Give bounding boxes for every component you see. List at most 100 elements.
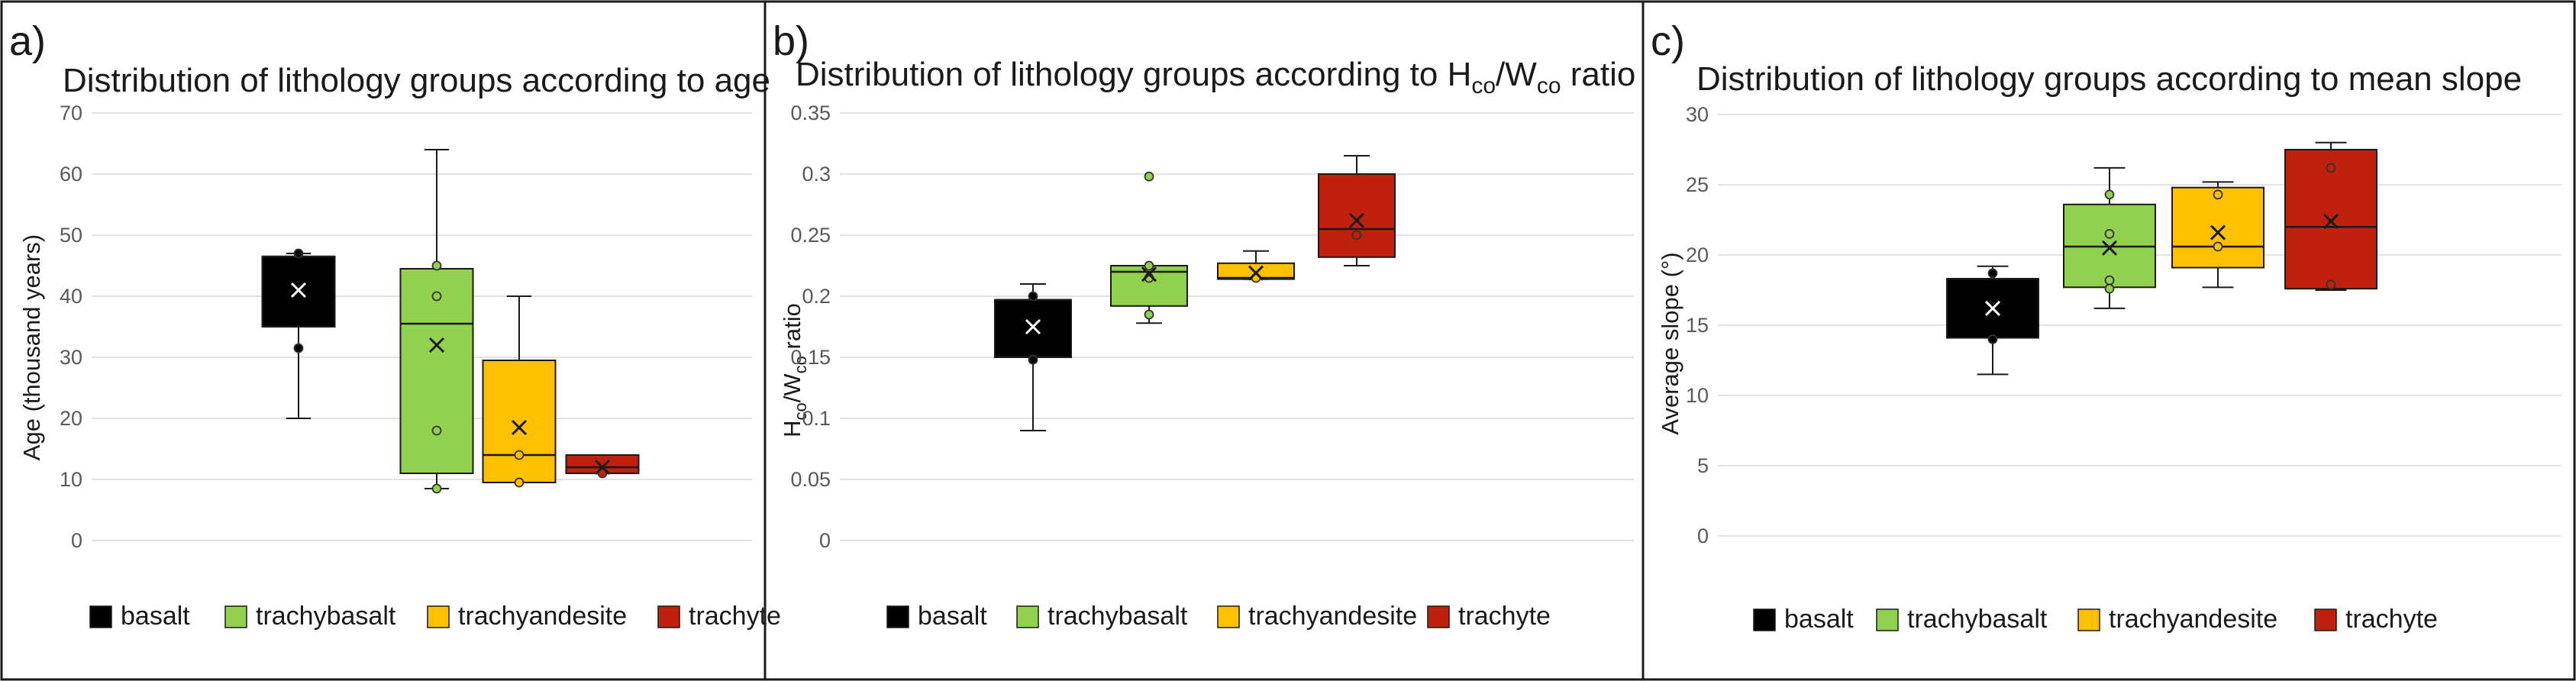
- legend-label-basalt: basalt: [1784, 605, 1854, 634]
- data-point: [2104, 283, 2115, 294]
- panel-a-border: [0, 0, 767, 681]
- legend-label-trachyandesite: trachyandesite: [458, 602, 627, 631]
- panel-c-title: Distribution of lithology groups accordi…: [1696, 60, 2522, 98]
- iqr-box: [1318, 173, 1396, 258]
- box-trachyte: [565, 454, 640, 479]
- panel-b-y-tick-label: 0.1: [802, 407, 831, 430]
- data-point: [1028, 354, 1038, 365]
- panel-b-y-tick-label: 0.05: [790, 468, 831, 491]
- panel-b-ylabel-sub-2: co: [791, 356, 810, 373]
- panel-b-border: [763, 0, 1645, 681]
- data-point: [2326, 279, 2336, 290]
- data-point: [293, 248, 304, 259]
- mean-marker: [1025, 318, 1041, 335]
- panel-b-ylabel-part-1: H: [779, 420, 805, 437]
- panel-a-y-tick-label: 60: [60, 163, 82, 186]
- panel-c-legend: basalt trachybasalt trachyandesite trachyte: [1753, 605, 2438, 634]
- panel-c-y-tick-label: 25: [1686, 173, 1709, 196]
- legend-label-trachyte: trachyte: [2345, 605, 2438, 634]
- legend-swatch-trachyte: [2314, 608, 2337, 631]
- data-point: [2104, 275, 2115, 286]
- legend-swatch-trachyte: [657, 605, 680, 628]
- data-point: [597, 468, 608, 479]
- legend-label-trachyte: trachyte: [689, 602, 781, 631]
- panel-a-y-tick-label: 20: [60, 407, 82, 430]
- data-point: [1987, 334, 1998, 344]
- box-basalt: [994, 283, 1072, 431]
- legend-label-trachybasalt: trachybasalt: [1907, 605, 2048, 634]
- data-point: [431, 291, 442, 302]
- panel-b-ylabel-part-3: ratio: [779, 303, 805, 356]
- panel-a-legend: basalt trachybasalt trachyandesite trachyte: [89, 602, 781, 631]
- box-basalt: [1946, 265, 2039, 376]
- panel-b-title-part-2: /W: [1496, 56, 1537, 93]
- mean-marker: [428, 337, 445, 353]
- legend-swatch-basalt: [886, 605, 909, 628]
- legend-label-trachyandesite: trachyandesite: [1248, 602, 1417, 631]
- data-point: [514, 477, 525, 488]
- legend-swatch-trachybasalt: [1876, 608, 1899, 631]
- panel-b-y-tick-label: 0.15: [790, 346, 831, 369]
- panel-a-y-tick-label: 70: [60, 102, 82, 124]
- panel-c-y-tick-label: 20: [1686, 244, 1709, 266]
- panel-a-y-tick-label: 0: [71, 529, 82, 552]
- panel-a-title: Distribution of lithology groups accordi…: [63, 62, 770, 99]
- data-point: [431, 483, 442, 494]
- panel-b-y-tick-label: 0.35: [790, 102, 831, 124]
- legend-swatch-trachybasalt: [1016, 605, 1039, 628]
- data-point: [2104, 189, 2115, 200]
- legend-swatch-trachyandesite: [427, 605, 450, 628]
- panel-c-border: [1641, 0, 2576, 681]
- mean-marker: [290, 282, 307, 299]
- panel-b-title-sub-1: co: [1471, 73, 1496, 98]
- legend-label-trachybasalt: trachybasalt: [1048, 602, 1188, 631]
- panel-c-y-ticks: 0 5 10 15 20 25 30: [1686, 103, 1709, 547]
- mean-marker: [2101, 240, 2118, 256]
- data-point: [1144, 171, 1154, 182]
- legend-label-trachyte: trachyte: [1458, 602, 1551, 631]
- box-trachyandesite: [482, 295, 557, 488]
- data-point: [1144, 309, 1154, 320]
- panel-b-ylabel-part-2: /W: [779, 373, 805, 403]
- panel-b-y-ticks: 0 0.05 0.1 0.15 0.2 0.25 0.3 0.35: [790, 102, 831, 552]
- box-basalt: [261, 248, 336, 419]
- mean-marker: [1984, 300, 2001, 316]
- panel-c-boxes: [1946, 141, 2377, 376]
- panel-b-title-sub-2: co: [1537, 73, 1561, 98]
- panel-c-y-axis-label: Average slope (°): [1657, 252, 1683, 434]
- panel-b-legend: basalt trachybasalt trachyandesite trachyte: [886, 602, 1551, 631]
- data-point: [431, 425, 442, 436]
- legend-label-trachyandesite: trachyandesite: [2109, 605, 2277, 634]
- panel-c-y-tick-label: 10: [1686, 384, 1709, 407]
- panel-c-y-tick-label: 0: [1697, 524, 1709, 547]
- panel-a-y-tick-label: 40: [60, 285, 82, 308]
- mean-marker: [1348, 212, 1365, 228]
- data-point: [1351, 230, 1362, 240]
- panel-a-y-ticks: 0 10 20 30 40 50 60 70: [60, 102, 82, 552]
- mean-marker: [1141, 266, 1157, 282]
- panel-c-letter: c): [1651, 18, 1685, 64]
- legend-swatch-trachybasalt: [224, 605, 247, 628]
- data-point: [514, 450, 525, 460]
- data-point: [2213, 189, 2223, 200]
- panel-b-title-part-1: Distribution of lithology groups accordi…: [796, 56, 1471, 93]
- panel-b-y-axis-label: Hco/Wco ratio: [779, 303, 810, 437]
- data-point: [2326, 163, 2336, 173]
- legend-swatch-trachyte: [1427, 605, 1450, 628]
- data-point: [293, 343, 304, 353]
- mean-marker: [594, 459, 611, 476]
- data-point: [431, 260, 442, 271]
- panel-b: b) Distribution of lithology groups acco…: [763, 0, 1645, 681]
- panel-b-y-tick-label: 0.3: [802, 163, 831, 186]
- iqr-box: [482, 360, 557, 483]
- iqr-box: [399, 268, 474, 474]
- panel-a-y-tick-label: 50: [60, 224, 82, 247]
- data-point: [1144, 260, 1154, 271]
- panel-b-y-tick-label: 0.25: [790, 224, 831, 247]
- panel-a-letter: a): [9, 18, 46, 64]
- legend-swatch-basalt: [89, 605, 112, 628]
- box-trachyte: [1318, 155, 1396, 266]
- data-point: [1987, 268, 1998, 279]
